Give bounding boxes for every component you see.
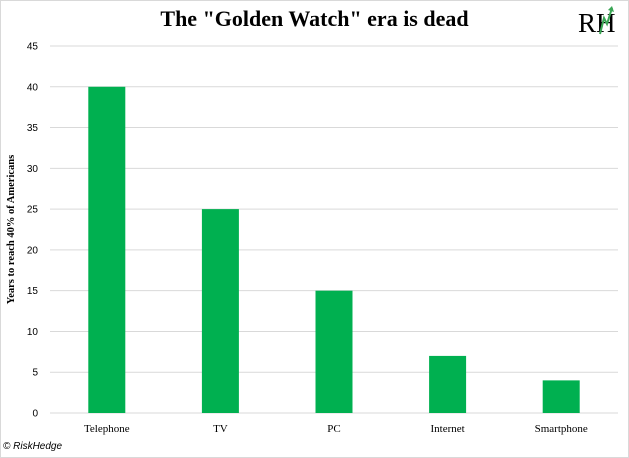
logo-arrow-line bbox=[599, 7, 613, 35]
x-category-label: PC bbox=[327, 423, 340, 435]
chart-title: The "Golden Watch" era is dead bbox=[160, 6, 469, 31]
y-tick-label: 5 bbox=[32, 368, 38, 379]
bar-telephone bbox=[88, 86, 126, 414]
bar-tv bbox=[201, 209, 239, 413]
y-tick-label: 0 bbox=[32, 409, 38, 420]
y-tick-label: 25 bbox=[27, 205, 39, 216]
bar-smartphone bbox=[542, 380, 580, 413]
x-category-label: Internet bbox=[430, 423, 464, 435]
x-category-label: Smartphone bbox=[535, 423, 588, 435]
x-axis-categories: Telephone TV PC Internet Smartphone bbox=[84, 423, 588, 435]
logo-arrow-head bbox=[608, 6, 614, 12]
y-tick-label: 15 bbox=[27, 286, 39, 297]
y-tick-label: 30 bbox=[27, 164, 39, 175]
bar-pc bbox=[315, 290, 353, 413]
y-tick-label: 20 bbox=[27, 245, 39, 256]
y-tick-label: 10 bbox=[27, 327, 39, 338]
bars bbox=[88, 86, 580, 414]
y-tick-label: 40 bbox=[27, 82, 39, 93]
x-category-label: Telephone bbox=[84, 423, 130, 435]
bar-internet bbox=[429, 355, 467, 413]
y-tick-label: 35 bbox=[27, 123, 39, 134]
y-axis-label: Years to reach 40% of Americans bbox=[6, 155, 17, 304]
y-axis-ticks: 0 5 10 15 20 25 30 35 40 45 bbox=[27, 42, 39, 420]
x-category-label: TV bbox=[213, 423, 228, 435]
riskhedge-logo: RH bbox=[578, 6, 616, 38]
copyright-credit: © RiskHedge bbox=[3, 441, 63, 452]
y-tick-label: 45 bbox=[27, 42, 39, 53]
logo-text: RH bbox=[578, 8, 616, 38]
